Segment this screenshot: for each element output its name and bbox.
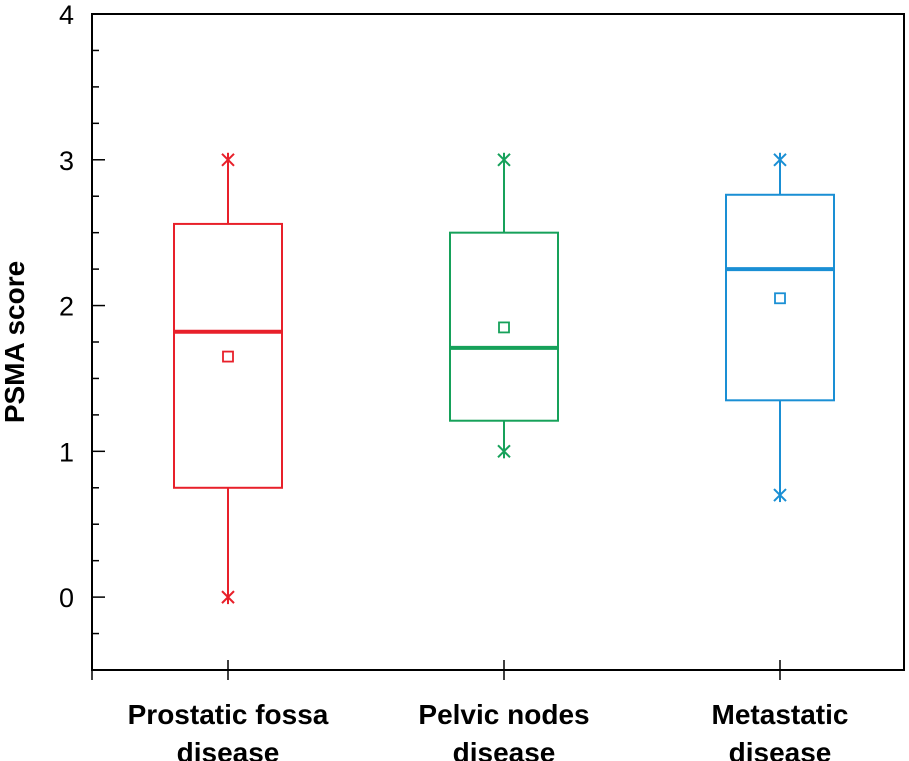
iqr-box [449,231,559,422]
category-label: Metastatic [712,699,849,730]
mean-marker [774,292,786,305]
iqr-box [173,222,283,489]
max-marker [773,152,787,167]
y-tick-label: 1 [59,437,74,467]
max-marker [221,152,235,167]
y-tick-label: 2 [59,292,74,322]
category-label: disease [453,737,556,761]
box-group [173,152,283,605]
max-marker [497,152,511,167]
box-group [449,152,559,459]
iqr-box [725,193,835,402]
mean-marker [222,350,234,363]
boxes [173,152,835,605]
min-marker [773,488,787,503]
min-marker [221,590,235,605]
y-tick-label: 0 [59,583,74,613]
y-axis: 0 1 2 3 4 [59,0,105,671]
y-axis-title: PSMA score [0,261,30,423]
y-tick-label: 3 [59,146,74,176]
x-axis: Prostatic fossa disease Pelvic nodes diseas… [91,660,849,761]
box-group [725,152,835,503]
plot-frame [91,13,905,671]
y-tick-label: 4 [59,0,74,30]
mean-marker [498,321,510,334]
category-label: Prostatic fossa [128,699,329,730]
category-label: Pelvic nodes [418,699,589,730]
min-marker [497,444,511,459]
category-label: disease [729,737,832,761]
category-label: disease [177,737,280,761]
